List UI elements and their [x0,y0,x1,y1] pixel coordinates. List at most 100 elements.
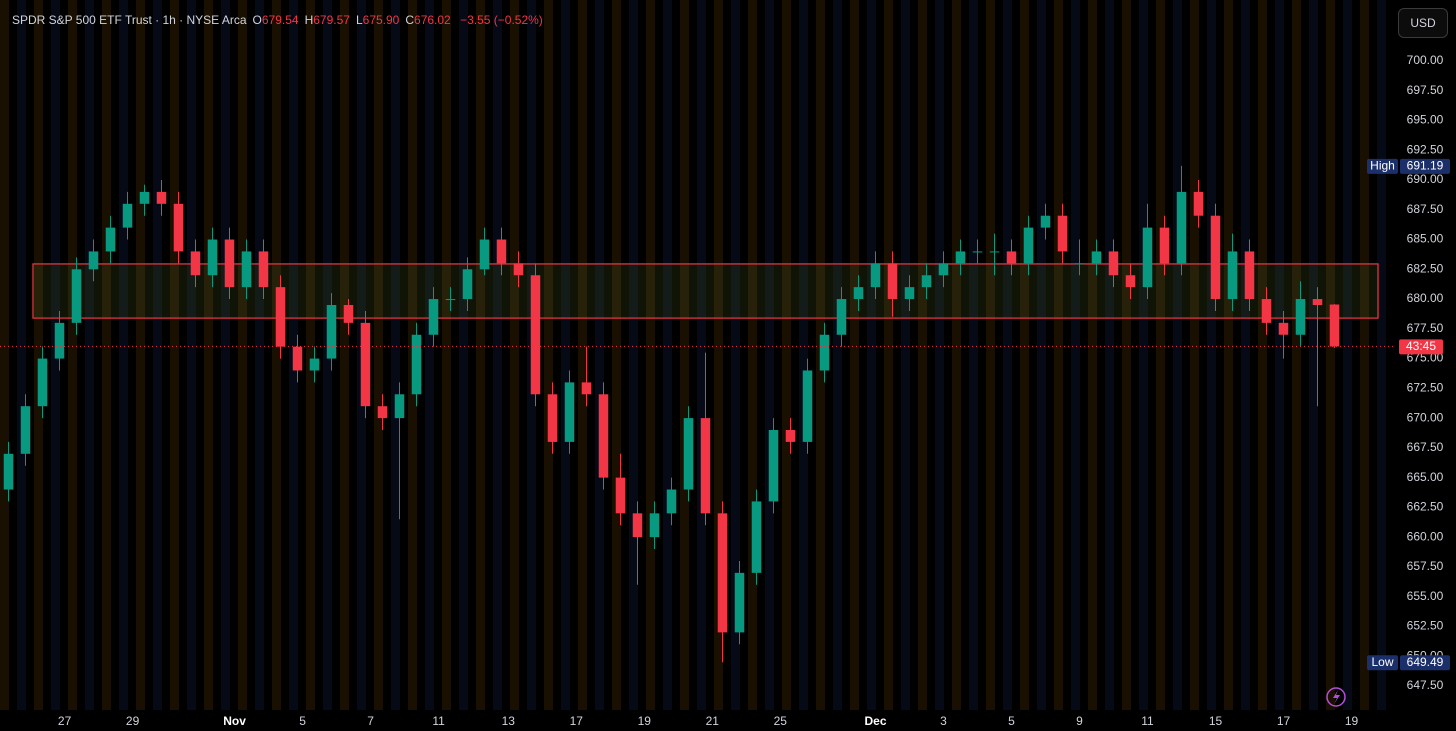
candle-body [224,239,235,288]
candle-body [853,287,864,300]
y-tick-label: 695.00 [1407,113,1444,127]
high-value-badge [1400,158,1450,174]
y-tick-label: 700.00 [1407,53,1444,67]
candle-body [1176,191,1187,264]
x-tick-label: 7 [367,714,374,728]
y-tick-label: 687.50 [1407,202,1444,216]
candle-body [887,263,898,300]
candle-body [1057,215,1068,252]
candle-body [547,394,558,442]
lightning-icon[interactable] [1326,687,1346,707]
candle-body [1312,299,1323,305]
y-tick-label: 665.00 [1407,470,1444,484]
candle-body [156,191,167,204]
y-tick-label: 652.50 [1407,619,1444,633]
candle-body [292,346,303,371]
candle-body [989,251,1000,253]
low-label: Low [1371,655,1393,669]
candle-body [1074,263,1085,265]
candle-body [462,269,473,300]
candle-body [955,251,966,264]
x-tick-label: 29 [126,714,140,728]
y-tick-label: 690.00 [1407,172,1444,186]
low-value: 649.49 [1407,655,1444,669]
candle-body [411,334,422,395]
candle-body [1006,251,1017,264]
x-tick-label: 15 [1209,714,1223,728]
candle-body [326,305,337,359]
candle-body [207,239,218,276]
change: −3.55 (−0.52%) [460,13,543,27]
y-tick-label: 667.50 [1407,440,1444,454]
ohlc-value: 676.02 [414,13,451,27]
candle-body [1142,227,1153,288]
candle-body [479,239,490,270]
candle-body [700,418,711,514]
candle-body [870,263,881,288]
candle-body [360,322,371,407]
price-axis-bg [1394,0,1456,731]
candle-body [904,287,915,300]
x-tick-label: 11 [1141,714,1154,728]
x-tick-label: 19 [1345,714,1359,728]
y-tick-label: 670.00 [1407,410,1444,424]
ohlc: O679.54 H679.57 L675.90 C676.02 [247,13,451,27]
x-tick-label: 19 [638,714,652,728]
lightning-bolt [1333,690,1340,704]
ohlc-key: O [252,13,262,27]
candle-body [3,453,14,490]
candle-body [530,275,541,395]
candle-body [632,513,643,538]
candle-body [717,513,728,633]
session-background [0,0,1394,710]
countdown-text: 43:45 [1406,339,1436,353]
x-tick-label: 11 [432,714,445,728]
high-label: High [1370,159,1395,173]
ohlc-key: C [405,13,415,27]
time-axis-bg [0,710,1456,731]
candle-body [258,251,269,288]
candle-body [428,299,439,335]
low-value-badge [1400,655,1450,671]
candle-body [751,501,762,573]
candle-body [20,406,31,454]
candle-body [1210,215,1221,300]
legend-header: SPDR S&P 500 ETF Trust · 1h · NYSE Arca O… [12,13,543,27]
candle-body [275,287,286,347]
y-tick-label: 672.50 [1407,381,1444,395]
candle-body [71,269,82,323]
x-tick-label: Dec [864,714,886,728]
x-tick-label: 5 [1008,714,1015,728]
candle-body [190,251,201,276]
y-tick-label: 657.50 [1407,559,1444,573]
candle-body [309,358,320,371]
ohlc-key: H [304,13,314,27]
y-tick-label: 647.50 [1407,678,1444,692]
candle-body [1329,304,1340,347]
candle-body [343,305,354,323]
zone-box [32,263,1379,319]
candle-body [496,239,507,264]
candle-body [513,263,524,276]
ohlc-value: 675.90 [362,13,400,27]
currency-button[interactable]: USD [1398,8,1448,38]
candle-body [1278,322,1289,335]
candle-body [564,382,575,442]
candle-body [377,406,388,419]
ohlc-value: 679.57 [313,13,350,27]
candle-body [1244,251,1255,300]
candle-body [1125,275,1136,288]
candle-body [1108,251,1119,276]
candle-body [1227,251,1238,300]
countdown-badge [1399,339,1443,355]
y-tick-label: 680.00 [1407,291,1444,305]
candle-body [241,251,252,288]
candle-body [1159,227,1170,264]
candle-body [615,477,626,514]
candle-body [1261,299,1272,323]
candle-body [122,203,133,228]
candle-body [649,513,660,538]
x-tick-label: 13 [502,714,516,728]
candle-body [445,299,456,301]
